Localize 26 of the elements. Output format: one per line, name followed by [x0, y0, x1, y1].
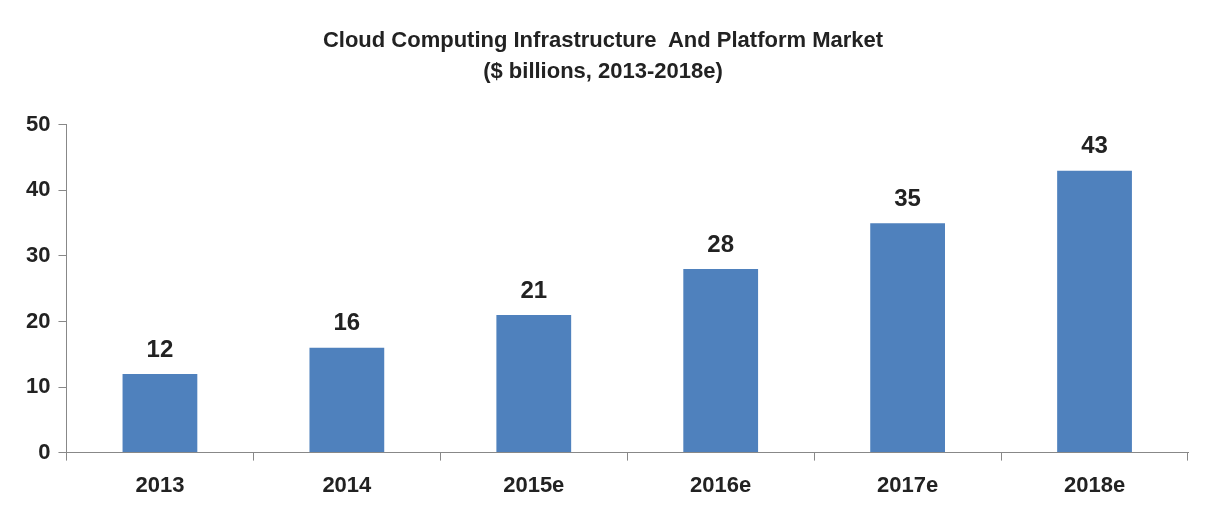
- y-tick-label: 0: [38, 438, 51, 464]
- x-tick-label: 2014: [322, 471, 373, 497]
- y-tick-label: 30: [25, 241, 51, 267]
- y-tick-label: 50: [25, 110, 51, 136]
- data-label: 43: [1081, 131, 1108, 159]
- chart-subtitle: ($ billions, 2013-2018e): [483, 57, 723, 83]
- chart-title: Cloud Computing Infrastructure And Platform Market: [322, 27, 884, 53]
- y-tick-label: 40: [25, 176, 51, 202]
- x-tick-label: 2015e: [503, 471, 565, 497]
- bar: [870, 223, 945, 453]
- bar: [309, 347, 385, 453]
- y-tick-label: 20: [25, 307, 51, 333]
- data-label: 21: [520, 275, 548, 303]
- data-label: 16: [333, 308, 361, 336]
- data-label: 28: [707, 229, 735, 257]
- x-tick-label: 2017e: [877, 471, 939, 497]
- bar: [496, 314, 572, 453]
- x-tick-label: 2013: [135, 471, 185, 497]
- x-tick-label: 2018e: [1063, 471, 1126, 497]
- bar: [683, 269, 759, 453]
- data-label: 35: [894, 183, 921, 211]
- data-label: 12: [146, 334, 174, 362]
- x-tick-label: 2016e: [690, 471, 752, 497]
- bar: [1057, 170, 1132, 453]
- y-tick-label: 10: [25, 373, 51, 399]
- bar: [122, 373, 198, 453]
